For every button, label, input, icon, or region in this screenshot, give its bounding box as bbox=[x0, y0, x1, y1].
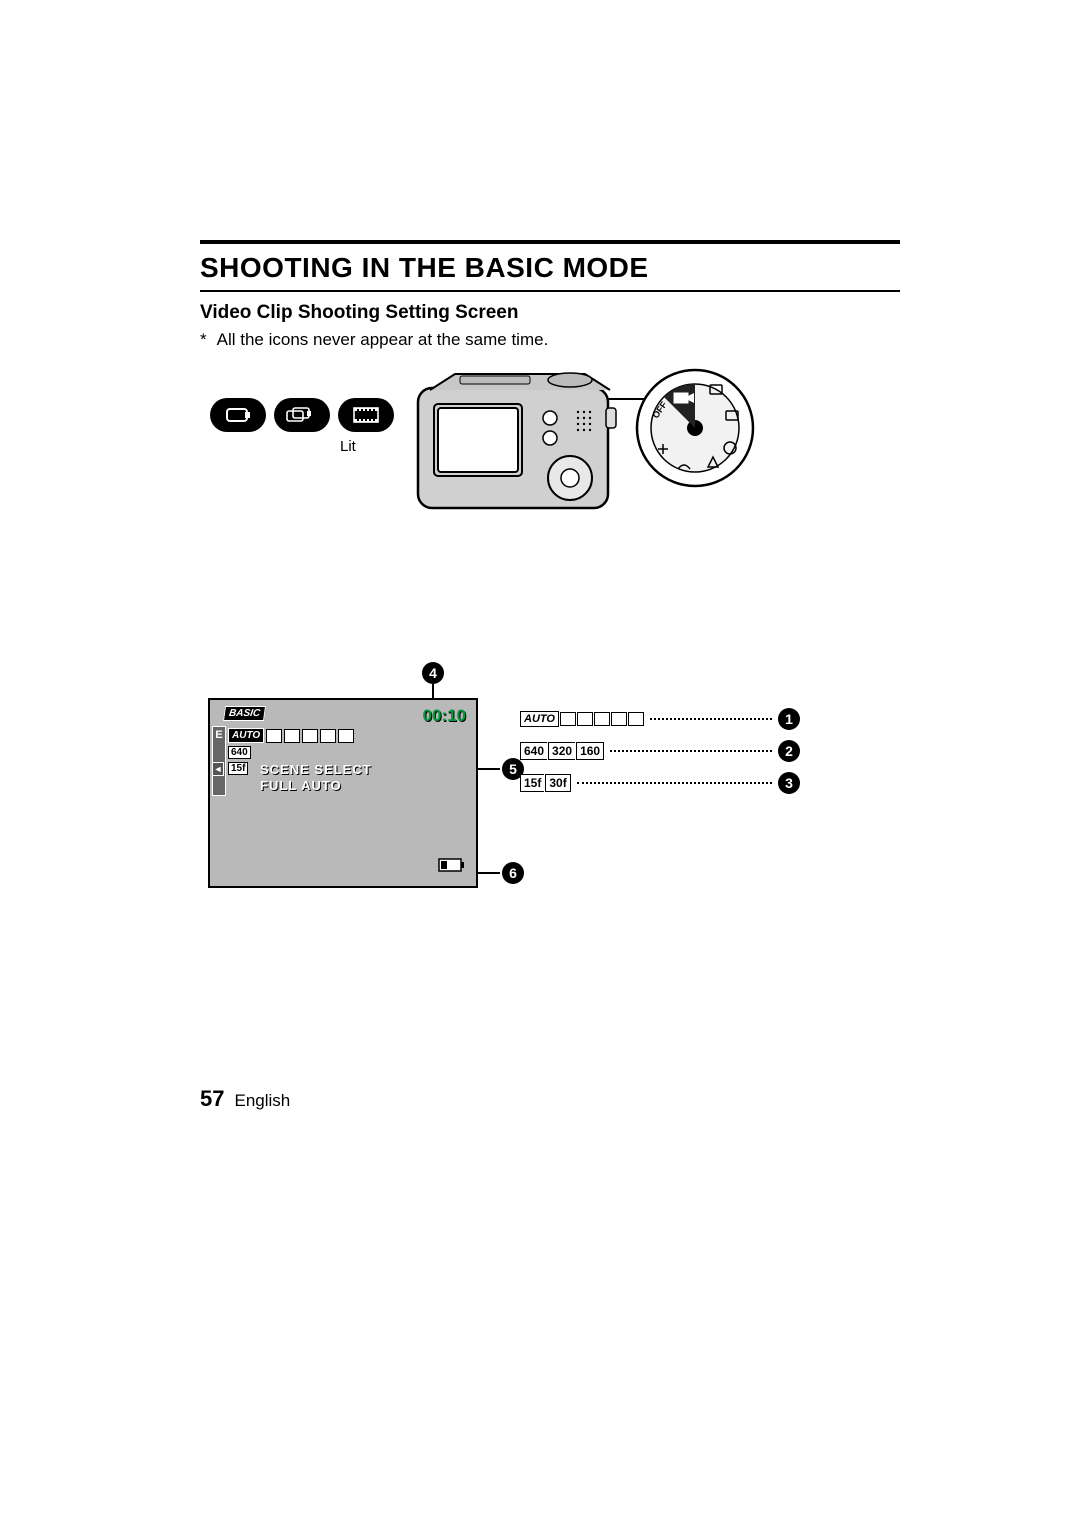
auto-badge: AUTO bbox=[228, 728, 264, 743]
mode-pill-multi-icon bbox=[274, 398, 330, 432]
fps-30: 30f bbox=[545, 774, 570, 792]
lower-diagram: 4 BASIC E ◄ AUTO 640 15f SCENE SELECT FU… bbox=[200, 668, 900, 948]
mode-pill-single-icon bbox=[210, 398, 266, 432]
upper-diagram: Lit bbox=[200, 368, 900, 608]
scene-icon bbox=[284, 729, 300, 743]
scene-icon bbox=[266, 729, 282, 743]
fps-15: 15f bbox=[520, 774, 544, 792]
scene-icon bbox=[577, 712, 593, 726]
page-number: 57 bbox=[200, 1086, 224, 1112]
scene-icon bbox=[320, 729, 336, 743]
legend-auto: AUTO bbox=[520, 711, 559, 727]
legend: AUTO 1 640 320 160 2 bbox=[520, 708, 800, 804]
scene-icon bbox=[338, 729, 354, 743]
legend-row-1: AUTO 1 bbox=[520, 708, 800, 730]
battery-icon bbox=[438, 857, 466, 878]
scene-icon bbox=[594, 712, 610, 726]
scene-select-label: SCENE SELECT bbox=[260, 762, 372, 777]
timer: 00:10 bbox=[423, 706, 466, 726]
size-160: 160 bbox=[576, 742, 604, 760]
basic-badge: BASIC bbox=[223, 706, 266, 721]
legend-row-3: 15f 30f 3 bbox=[520, 772, 800, 794]
note-star: * bbox=[200, 330, 207, 350]
footer: 57 English bbox=[200, 1086, 290, 1112]
scene-icon bbox=[628, 712, 644, 726]
size-640: 640 bbox=[520, 742, 547, 760]
row-size: 640 bbox=[228, 746, 251, 759]
full-auto-label: FULL AUTO bbox=[260, 778, 342, 793]
tab-e: E bbox=[212, 726, 226, 796]
language-label: English bbox=[234, 1091, 290, 1111]
size-320: 320 bbox=[548, 742, 575, 760]
scene-icon bbox=[560, 712, 576, 726]
arrow-left-icon: ◄ bbox=[212, 762, 224, 776]
callout-6: 6 bbox=[502, 862, 524, 884]
legend-row-2: 640 320 160 2 bbox=[520, 740, 800, 762]
row-scene-icons: AUTO bbox=[228, 728, 354, 743]
scene-icon bbox=[302, 729, 318, 743]
page-title: SHOOTING IN THE BASIC MODE bbox=[200, 252, 900, 284]
mode-pill-video-icon bbox=[338, 398, 394, 432]
camera-illustration bbox=[410, 368, 630, 543]
lit-label: Lit bbox=[340, 438, 356, 455]
callout-1: 1 bbox=[778, 708, 800, 730]
size-640: 640 bbox=[228, 746, 251, 759]
row-fps: 15f bbox=[228, 762, 248, 775]
fps-15: 15f bbox=[228, 762, 248, 775]
mode-dial-illustration: OFF bbox=[630, 363, 760, 498]
scene-icon bbox=[611, 712, 627, 726]
note-text: All the icons never appear at the same t… bbox=[217, 330, 549, 350]
callout-4: 4 bbox=[422, 662, 444, 684]
callout-2: 2 bbox=[778, 740, 800, 762]
callout-3: 3 bbox=[778, 772, 800, 794]
lcd-screen: BASIC E ◄ AUTO 640 15f SCENE SELECT FULL… bbox=[208, 698, 478, 888]
subtitle: Video Clip Shooting Setting Screen bbox=[200, 302, 900, 324]
